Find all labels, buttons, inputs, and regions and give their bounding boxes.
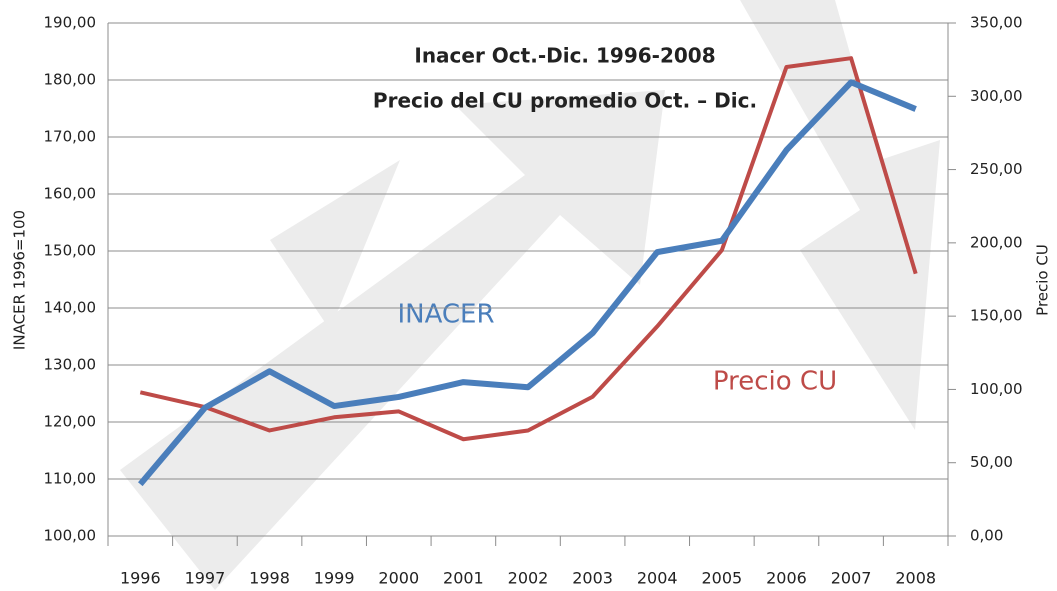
background-arrow bbox=[120, 90, 665, 590]
background-arrow bbox=[270, 160, 400, 330]
x-tick-label: 1998 bbox=[249, 569, 290, 588]
y-axis-label: INACER 1996=100 bbox=[11, 210, 29, 350]
y2-tick-label: 350,00 bbox=[970, 14, 1023, 32]
y2-tick-label: 0,00 bbox=[970, 527, 1003, 545]
x-tick-label: 2005 bbox=[701, 569, 742, 588]
y-tick-label: 110,00 bbox=[44, 470, 97, 488]
y-tick-label: 120,00 bbox=[44, 413, 97, 431]
y2-tick-label: 50,00 bbox=[970, 453, 1013, 471]
y-tick-label: 100,00 bbox=[44, 527, 97, 545]
annotation: INACER bbox=[397, 300, 494, 330]
data-line bbox=[138, 79, 917, 487]
y2-tick-label: 150,00 bbox=[970, 307, 1023, 325]
y2-tick-label: 100,00 bbox=[970, 380, 1023, 398]
y-tick-label: 130,00 bbox=[44, 356, 97, 374]
x-tick-label: 2006 bbox=[766, 569, 807, 588]
y-tick-label: 180,00 bbox=[44, 71, 97, 89]
y-tick-label: 150,00 bbox=[44, 242, 97, 260]
x-tick-label: 2004 bbox=[637, 569, 678, 588]
y-tick-label: 190,00 bbox=[44, 14, 97, 32]
y2-tick-label: 300,00 bbox=[970, 87, 1023, 105]
chart-title: Inacer Oct.-Dic. 1996-2008 bbox=[414, 44, 715, 68]
y2-tick-label: 200,00 bbox=[970, 233, 1023, 251]
background-arrow bbox=[740, 0, 940, 430]
y-tick-label: 160,00 bbox=[44, 185, 97, 203]
y-tick-label: 170,00 bbox=[44, 128, 97, 146]
x-tick-label: 2003 bbox=[572, 569, 613, 588]
y-tick-label: 140,00 bbox=[44, 299, 97, 317]
x-tick-label: 2000 bbox=[378, 569, 419, 588]
annotation: Precio CU bbox=[713, 367, 837, 397]
x-tick-label: 2002 bbox=[508, 569, 549, 588]
x-tick-label: 2001 bbox=[443, 569, 484, 588]
x-tick-label: 1997 bbox=[185, 569, 226, 588]
chart-subtitle: Precio del CU promedio Oct. – Dic. bbox=[373, 89, 757, 113]
data-line bbox=[139, 56, 918, 442]
x-tick-label: 2007 bbox=[831, 569, 872, 588]
x-tick-label: 1999 bbox=[314, 569, 355, 588]
x-tick-label: 1996 bbox=[120, 569, 161, 588]
y2-axis-label: Precio CU bbox=[1034, 244, 1052, 316]
x-tick-label: 2008 bbox=[895, 569, 936, 588]
y2-tick-label: 250,00 bbox=[970, 160, 1023, 178]
